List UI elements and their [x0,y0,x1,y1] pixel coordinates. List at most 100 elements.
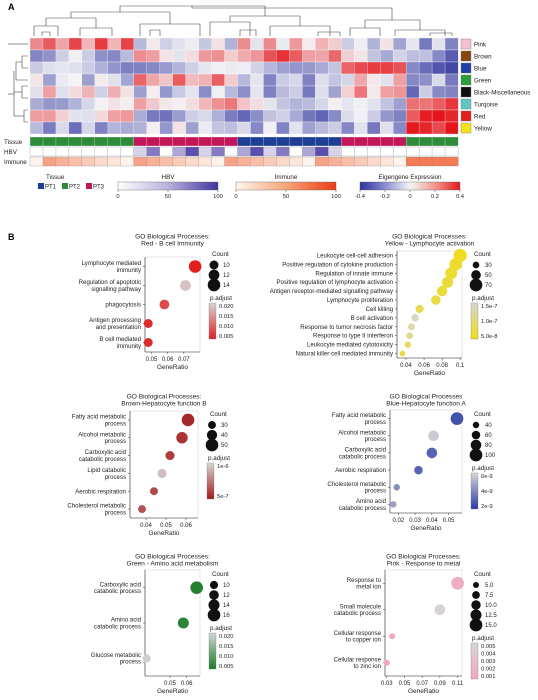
heatmap-cell [380,97,394,111]
tissue-cell [405,136,420,147]
immune-cell [211,156,226,167]
heatmap-cell [172,49,187,63]
immune-cell [172,156,187,167]
heatmap-cell [431,61,446,75]
category-label: Amino acid catabolic process [94,617,141,631]
heatmap-cell [94,61,109,75]
plot-area [129,410,199,519]
tissue-cell [431,136,446,147]
track-label-hbv: HBV [4,149,18,156]
heatmap-cell [315,73,329,87]
immune-legend-tick-label: 0 [234,194,237,200]
heatmap-cell [367,49,381,63]
heatmap-cell [133,49,148,63]
count-legend-label: 15.0 [485,623,497,629]
heatmap-cell [42,37,57,51]
tissue-cell [172,136,187,147]
heatmap-cell [81,73,96,87]
heatmap-cell [444,73,459,87]
heatmap-cell [354,73,368,87]
heatmap-cell [263,37,277,51]
dotplot-title: GO Biological Processes: Yellow - Lymphoc… [385,233,475,247]
data-point [415,304,424,314]
padjust-legend-label: 0.001 [481,674,496,680]
heatmap-cell [159,37,174,51]
heatmap-cell [328,61,342,75]
heatmap-cell [224,97,238,111]
heatmap-cell [211,121,226,135]
count-legend-title: Count [212,571,229,578]
heatmap-cell [341,73,355,87]
category-label: Response to type II interferon [313,333,393,340]
data-point [434,604,446,616]
heatmap-cell [237,73,251,87]
data-point [181,413,195,427]
count-legend-dot [471,430,481,440]
eigengene-legend-tick-label: -0.4 [355,194,366,200]
count-legend-dot [208,599,220,611]
category-label: Aerobic respiration [335,467,386,474]
hbv-legend-bar [117,181,219,191]
count-legend-label: 12 [223,273,230,279]
heatmap-cell [367,121,381,135]
immune-cell [418,156,433,167]
immune-cell [289,156,303,167]
dotplot-panel: GO Biological Processes: Yellow - Lymphoc… [270,233,498,377]
heatmap-cell [159,121,174,135]
dendrogram-branch [429,32,453,36]
heatmap-cell [198,109,213,123]
heatmap-cell [211,37,226,51]
tissue-cell [289,136,303,147]
immune-cell [185,156,200,167]
module-label: Green [474,78,492,85]
category-label: phagocytosis [105,302,141,309]
immune-cell [146,156,161,167]
heatmap-cell [380,121,394,135]
count-legend-dot [209,260,219,270]
heatmap-cell [380,61,394,75]
count-legend-dot [472,591,480,599]
category-label: Regulation of apoptotic signalling pathwa… [79,279,142,293]
tissue-cell [42,136,57,147]
immune-cell [81,156,96,167]
heatmap-cell [133,37,148,51]
hbv-cell [133,146,148,157]
tissue-cell [418,136,433,147]
heatmap-cell [172,109,187,123]
count-legend-label: 14 [223,283,230,289]
heatmap-cell [55,49,70,63]
padjust-legend-title: p.adjust [472,295,494,302]
module-label: Black-Miscellaneous [474,90,530,97]
heatmap-cell [444,37,459,51]
heatmap-cell [250,37,264,51]
data-point [406,332,413,340]
heatmap-cell [315,121,329,135]
data-point [390,501,397,508]
heatmap-cell [354,97,368,111]
heatmap-cell [146,61,161,75]
heatmap-cell [107,121,122,135]
heatmap-cell [133,97,148,111]
x-tick-label: 0.04 [140,523,152,529]
immune-cell [444,156,459,167]
immune-cell [133,156,148,167]
heatmap-cell [392,37,407,51]
hbv-cell [29,146,44,157]
hbv-cell [250,146,264,157]
hbv-cell [367,146,381,157]
module-label: Blue [474,66,487,73]
heatmap-cell [341,109,355,123]
heatmap-cell [29,49,44,63]
x-tick-label: 0.04 [426,518,438,524]
heatmap-cell [68,49,83,63]
heatmap-cell [198,49,213,63]
category-label: Leukocyte mediated cytotoxicity [307,342,394,349]
heatmap-cell [405,121,420,135]
x-tick-label: 0.05 [399,681,411,687]
heatmap-cell [276,109,290,123]
count-legend-dot [208,269,220,281]
immune-cell [42,156,57,167]
row-dendrogram [8,43,28,123]
heatmap-cell [237,97,251,111]
